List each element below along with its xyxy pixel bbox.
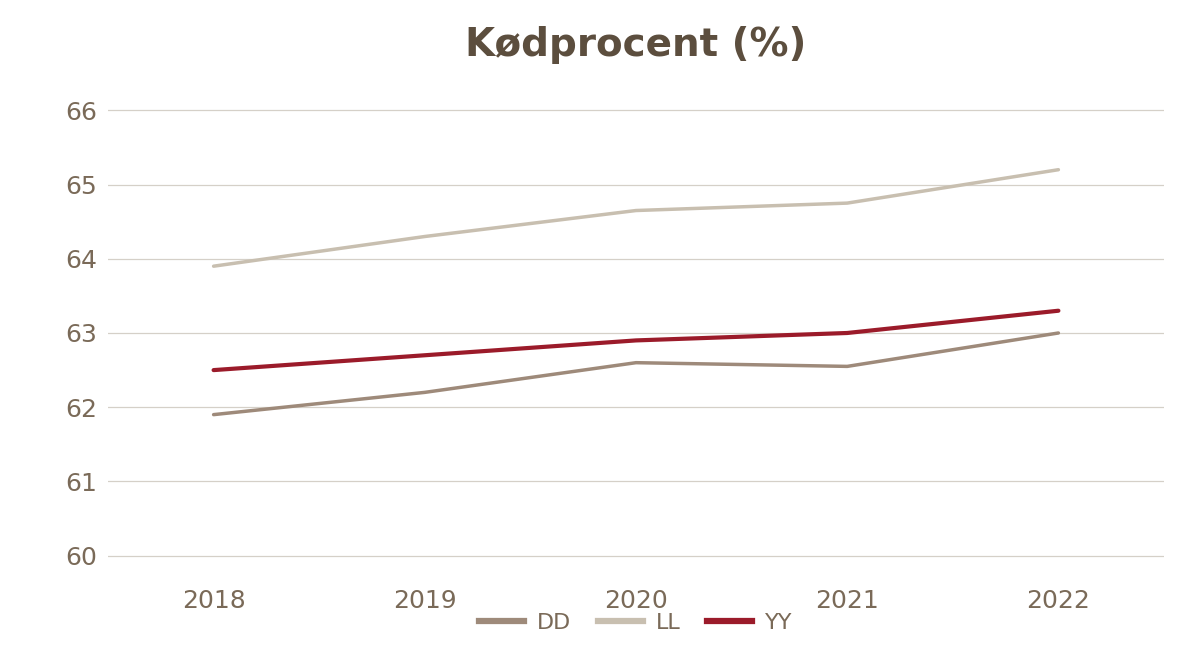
Title: Kødprocent (%): Kødprocent (%) <box>466 26 806 64</box>
Legend: DD, LL, YY: DD, LL, YY <box>470 603 802 641</box>
